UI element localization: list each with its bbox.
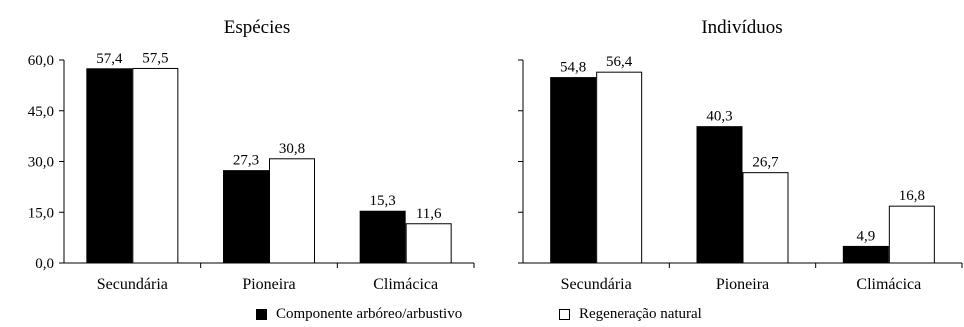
legend-swatch-black-icon <box>256 309 267 320</box>
data-label-individuos-pioneira-componente: 40,3 <box>706 109 732 125</box>
y-tick-label: 30,0 <box>28 155 54 171</box>
y-tick-label: 15,0 <box>28 205 54 221</box>
data-label-especies-secundaria-componente: 57,4 <box>96 51 123 67</box>
bar-especies-secundaria-regeneracao <box>132 67 179 264</box>
bar-individuos-secundaria-regeneracao <box>596 71 643 264</box>
bar-individuos-secundaria-componente <box>550 77 597 264</box>
legend-label-componente: Componente arbóreo/arbustivo <box>276 306 463 322</box>
data-label-especies-pioneira-regeneracao: 30,8 <box>279 141 305 157</box>
legend-item-regeneracao: Regeneração natural <box>559 307 702 322</box>
chart-panel-especies: Espécies 0,0 15,0 30,0 45,0 60,0 Secundária 57… <box>28 17 475 293</box>
bar-especies-pioneira-componente <box>223 170 269 264</box>
x-tick-label-secundaria: Secundária <box>561 276 632 293</box>
bar-individuos-pioneira-componente <box>696 126 743 264</box>
legend-item-componente: Componente arbóreo/arbustivo <box>256 307 462 322</box>
chart-legend: Componente arbóreo/arbustivo Regeneração… <box>0 301 964 327</box>
x-tick-label-pioneira: Pioneira <box>716 276 769 293</box>
data-label-especies-climacica-componente: 15,3 <box>370 193 396 209</box>
y-tick-label: 60,0 <box>28 53 54 69</box>
x-tick-label-secundaria: Secundária <box>97 276 168 293</box>
bar-especies-secundaria-componente <box>86 68 133 264</box>
bar-individuos-pioneira-regeneracao <box>742 172 789 264</box>
data-label-especies-pioneira-componente: 27,3 <box>233 153 259 169</box>
bar-especies-climacica-regeneracao <box>405 223 452 264</box>
x-tick-label-climacica: Climácica <box>373 276 438 293</box>
legend-label-regeneracao: Regeneração natural <box>579 306 702 322</box>
data-label-individuos-secundaria-componente: 54,8 <box>560 60 586 76</box>
y-tick-label: 45,0 <box>28 104 54 120</box>
legend-swatch-white-icon <box>559 309 570 320</box>
chart-panel-individuos: Indivíduos Secundária 54,8 56,4 Pioneira 40,… <box>518 17 963 293</box>
data-label-especies-climacica-regeneracao: 11,6 <box>416 206 442 222</box>
x-tick-label-climacica: Climácica <box>856 276 921 293</box>
y-tick-label: 0,0 <box>35 256 54 272</box>
chart-title-especies: Espécies <box>224 17 290 38</box>
bar-individuos-climacica-regeneracao <box>888 205 935 264</box>
bar-especies-pioneira-regeneracao <box>269 158 315 264</box>
bar-individuos-climacica-componente <box>842 245 889 264</box>
bar-especies-climacica-componente <box>359 210 406 264</box>
x-tick-label-pioneira: Pioneira <box>242 276 295 293</box>
data-label-especies-secundaria-regeneracao: 57,5 <box>142 50 168 66</box>
chart-title-individuos: Indivíduos <box>701 17 782 38</box>
data-label-individuos-pioneira-regeneracao: 26,7 <box>752 155 779 171</box>
data-label-individuos-secundaria-regeneracao: 56,4 <box>606 54 633 70</box>
data-label-individuos-climacica-componente: 4,9 <box>856 228 875 244</box>
data-label-individuos-climacica-regeneracao: 16,8 <box>899 188 925 204</box>
